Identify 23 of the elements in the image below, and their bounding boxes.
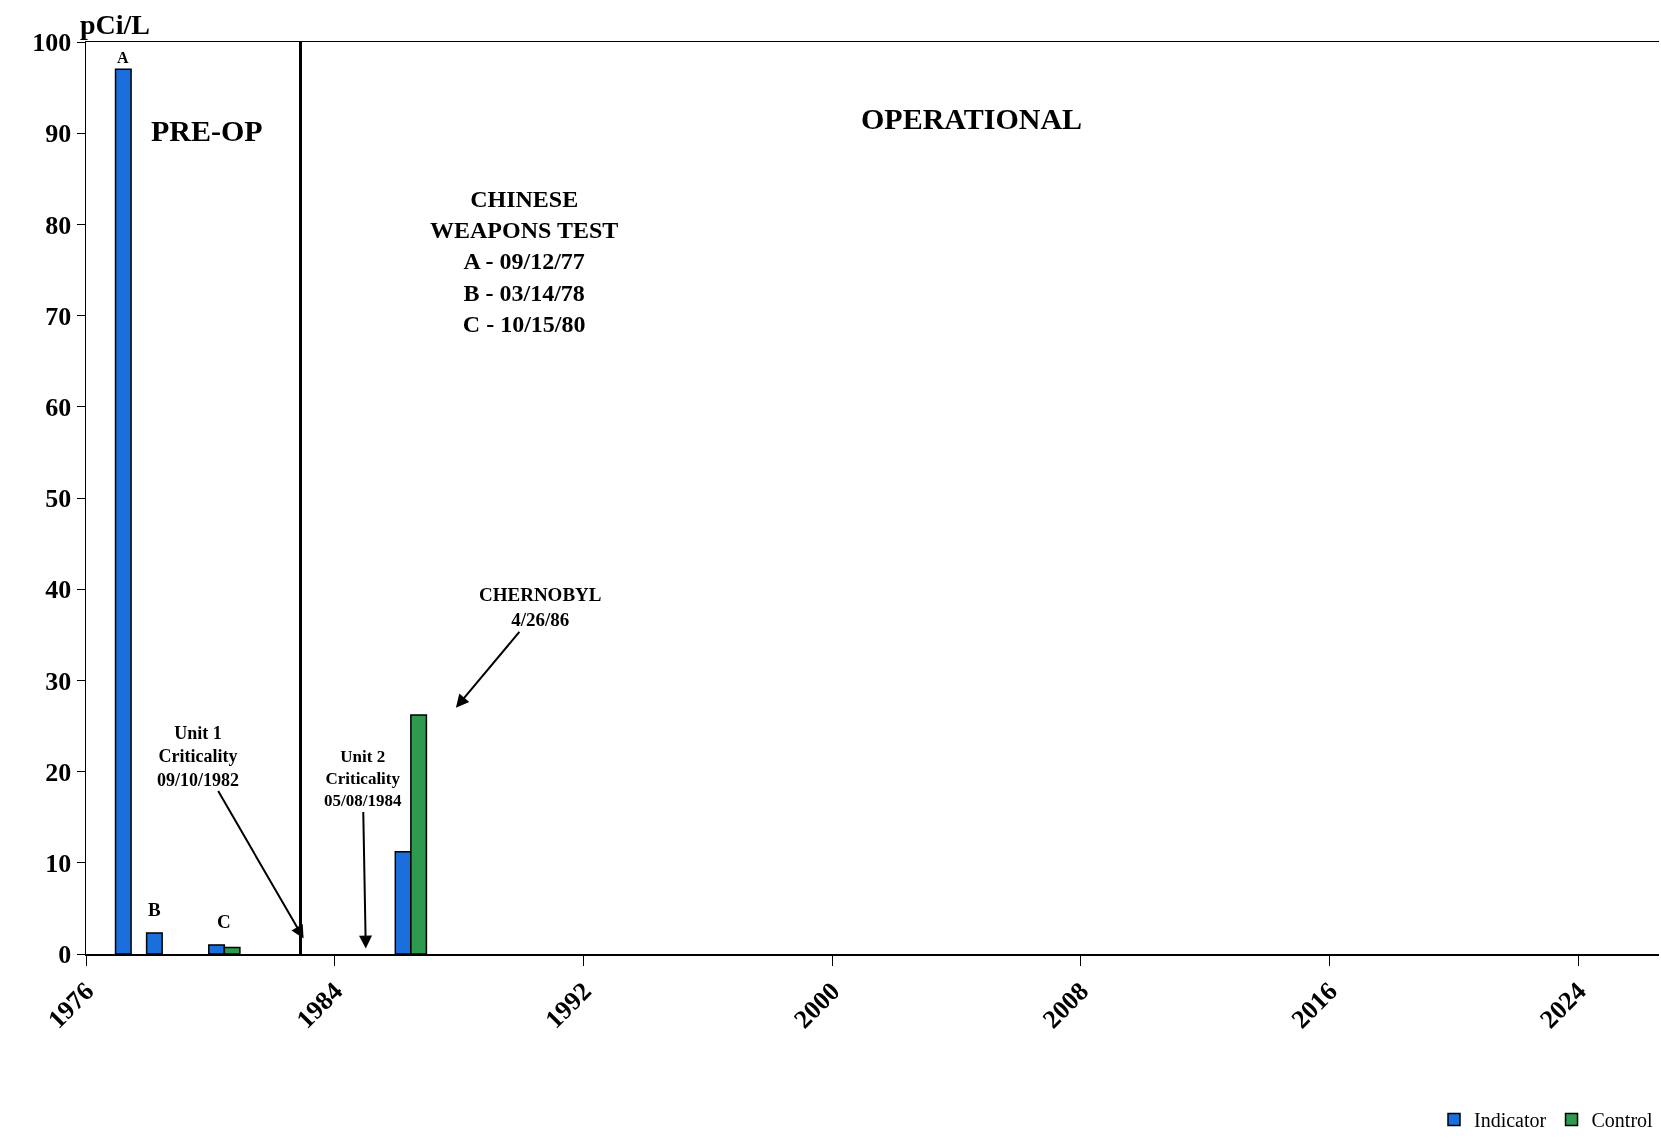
legend-label: Control [1591,1109,1654,1132]
y-tick-label: 100 [32,28,72,58]
annotation: Unit 2 Criticality 05/08/1984 [324,747,402,811]
y-tick-label: 10 [45,848,72,878]
legend-label: Indicator [1474,1109,1547,1132]
annotation: PRE-OP [151,114,263,147]
annotation: A [117,49,129,66]
annotation: B [148,899,161,920]
y-tick-label: 80 [45,210,72,240]
annotation: CHERNOBYL 4/26/86 [479,584,602,630]
y-tick-label: 70 [45,301,72,331]
y-axis-title: pCi/L [80,9,151,40]
annotation: C [217,911,231,932]
annotation: CHINESE WEAPONS TEST A - 09/12/77 B - 03/14/78 C - 10/15/80 [430,186,619,337]
y-tick-label: 60 [45,392,72,422]
annotation: Unit 1 Criticality 09/10/1982 [157,723,240,790]
annotation: OPERATIONAL [861,102,1083,135]
y-tick-label: 20 [45,757,72,787]
y-tick-label: 30 [45,666,72,696]
y-tick-label: 40 [45,575,72,605]
y-tick-label: 0 [58,940,72,970]
y-tick-label: 90 [45,119,72,149]
y-tick-label: 50 [45,484,72,514]
